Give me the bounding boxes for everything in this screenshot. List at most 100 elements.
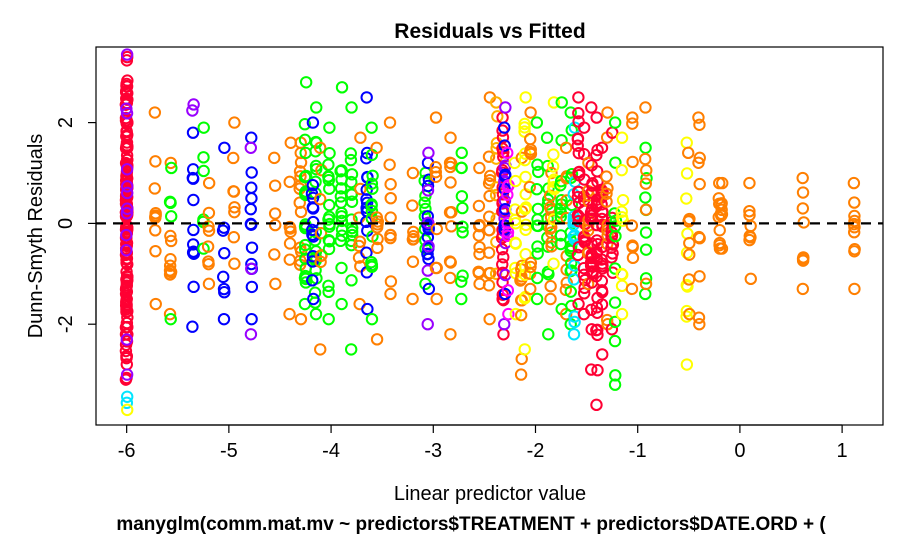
data-point: [519, 170, 532, 184]
data-point: [322, 170, 335, 184]
data-point: [693, 270, 706, 283]
data-point: [366, 182, 379, 195]
data-point: [308, 286, 322, 299]
data-point: [306, 274, 319, 287]
data-point: [120, 237, 134, 250]
data-point: [693, 151, 706, 165]
data-point: [615, 211, 629, 224]
data-point: [680, 310, 693, 323]
data-point: [626, 239, 639, 252]
data-point: [407, 232, 420, 246]
data-point: [268, 248, 281, 261]
data-point: [547, 257, 560, 270]
data-point: [406, 292, 419, 306]
data-point: [848, 245, 861, 258]
data-point: [531, 247, 544, 260]
data-point: [307, 202, 320, 215]
data-point: [120, 48, 134, 61]
data-point: [483, 266, 497, 280]
data-point: [419, 202, 432, 216]
data-point: [149, 244, 162, 258]
data-point: [217, 282, 231, 296]
data-point: [639, 243, 653, 256]
data-point: [120, 163, 134, 176]
data-point: [640, 172, 653, 185]
data-point: [384, 275, 398, 288]
data-point: [498, 121, 511, 134]
data-point: [518, 121, 531, 134]
data-point: [294, 170, 307, 183]
data-point: [384, 287, 397, 301]
data-point: [626, 155, 639, 169]
data-point: [683, 236, 696, 250]
data-point: [306, 228, 319, 241]
data-point: [567, 328, 581, 341]
data-point: [335, 81, 349, 94]
data-point: [119, 111, 133, 125]
data-point: [314, 226, 328, 240]
data-point: [202, 206, 216, 220]
data-point: [547, 148, 560, 161]
data-point: [120, 130, 133, 143]
data-point: [744, 272, 757, 286]
data-point: [455, 292, 468, 306]
data-point: [407, 225, 420, 239]
data-point: [544, 280, 557, 293]
data-point: [609, 214, 623, 227]
data-point: [365, 312, 379, 326]
data-point: [269, 277, 282, 291]
y-axis: -2 0 2: [55, 117, 97, 333]
data-point: [680, 358, 694, 371]
data-point: [743, 233, 756, 247]
data-point: [163, 259, 177, 272]
data-point: [483, 189, 496, 203]
data-point: [323, 182, 336, 195]
data-point: [572, 297, 585, 311]
data-point: [639, 226, 653, 239]
data-point: [421, 179, 435, 193]
data-point: [310, 162, 323, 176]
data-point: [344, 147, 357, 160]
data-point: [119, 328, 133, 341]
data-point: [639, 277, 653, 291]
data-point: [796, 186, 810, 199]
data-point: [422, 240, 435, 253]
data-point: [848, 282, 861, 296]
data-point: [149, 224, 162, 237]
data-point: [344, 153, 358, 167]
data-point: [626, 251, 640, 265]
data-point: [518, 202, 532, 216]
data-point: [683, 248, 696, 261]
data-point: [383, 116, 397, 129]
data-point: [383, 158, 396, 171]
data-point: [578, 234, 592, 248]
data-point: [227, 231, 241, 244]
data-point: [542, 328, 555, 341]
chart-title: Residuals vs Fitted: [394, 20, 585, 43]
data-point: [509, 236, 522, 250]
data-point: [482, 279, 496, 292]
data-point: [299, 238, 312, 252]
data-point: [581, 224, 595, 237]
data-point: [119, 98, 133, 111]
data-point: [335, 261, 348, 275]
data-point: [121, 311, 134, 324]
data-point: [406, 255, 420, 268]
x-tick-label: 1: [837, 440, 848, 462]
data-point: [309, 307, 323, 321]
model-formula-subtitle: manyglm(comm.mat.mv ~ predictors$TREATME…: [116, 514, 826, 535]
data-point: [483, 210, 496, 223]
data-point: [421, 184, 435, 197]
data-point: [119, 344, 133, 358]
data-point: [298, 118, 312, 131]
data-point: [120, 368, 134, 381]
data-point: [554, 210, 567, 224]
data-point: [120, 107, 134, 120]
data-point: [615, 205, 628, 218]
data-point: [445, 157, 458, 170]
data-point: [605, 323, 619, 336]
data-point: [120, 256, 133, 270]
data-point: [639, 191, 652, 204]
data-point: [519, 248, 532, 261]
data-point: [345, 228, 359, 242]
